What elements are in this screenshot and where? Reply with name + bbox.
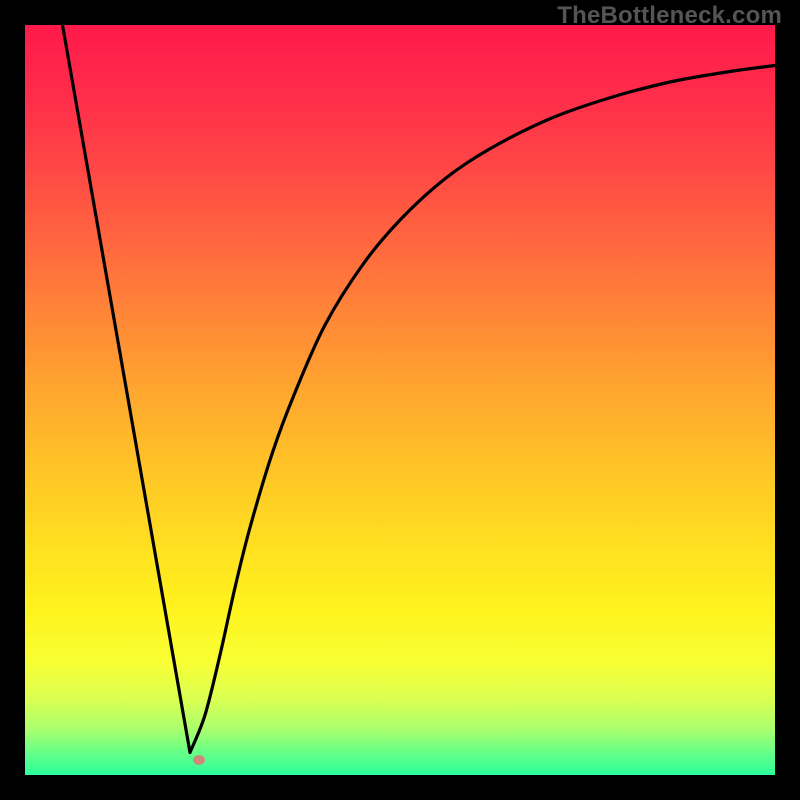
chart-frame: TheBottleneck.com — [0, 0, 800, 800]
watermark-text: TheBottleneck.com — [557, 2, 782, 30]
min-marker — [193, 755, 205, 765]
curve-layer — [25, 25, 775, 775]
plot-area — [25, 25, 775, 775]
curve-path — [63, 25, 776, 753]
